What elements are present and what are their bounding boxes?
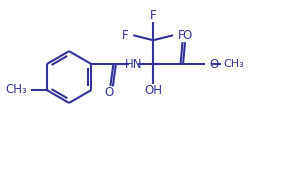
Text: CH₃: CH₃ [224, 59, 245, 69]
Text: OH: OH [144, 84, 162, 98]
Text: CH₃: CH₃ [5, 84, 27, 96]
Text: F: F [150, 9, 157, 22]
Text: F: F [178, 29, 185, 42]
Text: HN: HN [125, 58, 142, 71]
Text: O: O [105, 87, 114, 99]
Text: O: O [209, 58, 218, 71]
Text: O: O [182, 29, 192, 42]
Text: F: F [122, 29, 128, 42]
